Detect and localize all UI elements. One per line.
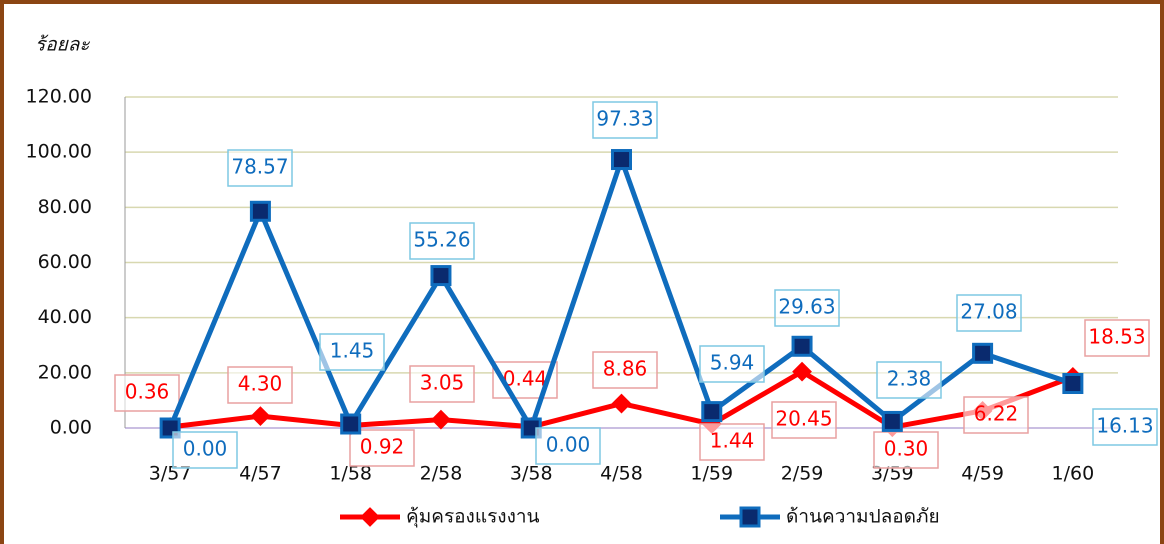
data-label: 97.33 — [596, 107, 653, 131]
x-tick-label: 2/59 — [781, 463, 824, 485]
x-tick-label: 4/57 — [239, 463, 282, 485]
data-label: 0.00 — [546, 433, 591, 457]
label-box — [409, 222, 475, 260]
data-label: 0.36 — [125, 380, 170, 404]
label-box — [319, 333, 385, 371]
label-box — [1084, 319, 1150, 357]
data-label: 29.63 — [778, 295, 835, 319]
data-label: 6.22 — [974, 402, 1019, 426]
legend-label: ด้านความปลอดภัย — [786, 506, 940, 528]
label-box — [227, 149, 293, 187]
label-box — [114, 374, 180, 412]
y-tick-label: 120.00 — [26, 86, 92, 108]
data-label: 27.08 — [960, 300, 1017, 324]
data-label: 2.38 — [887, 367, 932, 391]
data-label: 78.57 — [231, 155, 288, 179]
data-label: 1.45 — [330, 339, 375, 363]
y-tick-label: 80.00 — [38, 196, 92, 218]
y-tick-label: 60.00 — [38, 251, 92, 273]
marker — [1062, 373, 1084, 395]
data-label: 18.53 — [1088, 325, 1145, 349]
legend-label: คุ้มครองแรงงาน — [406, 506, 540, 529]
data-label: 8.86 — [603, 357, 648, 381]
label-box — [349, 429, 415, 467]
label-box — [1092, 408, 1158, 446]
label-box — [956, 294, 1022, 332]
data-label: 0.30 — [884, 437, 929, 461]
y-tick-label: 20.00 — [38, 361, 92, 383]
marker — [430, 265, 452, 287]
label-box — [774, 289, 840, 327]
legend-marker — [739, 506, 761, 528]
label-box — [699, 423, 765, 461]
label-box — [172, 431, 238, 469]
marker — [611, 149, 632, 171]
marker — [972, 342, 994, 364]
label-box — [963, 396, 1029, 434]
marker — [249, 200, 271, 222]
label-box — [535, 427, 601, 465]
y-axis-label: ร้อยละ — [35, 34, 90, 56]
marker — [250, 406, 271, 427]
x-tick-label: 1/58 — [329, 463, 372, 485]
marker — [792, 361, 812, 382]
data-label: 0.00 — [183, 437, 228, 461]
marker — [791, 335, 813, 357]
marker — [611, 393, 632, 414]
data-label: 16.13 — [1096, 414, 1153, 438]
y-tick-label: 100.00 — [26, 141, 92, 163]
label-box — [876, 361, 942, 399]
data-label: 3.05 — [420, 371, 465, 395]
label-box — [771, 401, 837, 439]
data-label: 20.45 — [775, 407, 832, 431]
label-box — [873, 431, 939, 469]
label-box — [699, 345, 765, 383]
label-box — [592, 101, 658, 139]
data-label: 0.92 — [360, 435, 405, 459]
legend-marker — [360, 507, 380, 527]
marker — [881, 410, 903, 432]
data-label: 4.30 — [238, 372, 283, 396]
marker — [701, 401, 723, 423]
x-tick-label: 3/58 — [510, 463, 553, 485]
y-tick-label: 40.00 — [38, 306, 92, 328]
data-label: 55.26 — [413, 228, 470, 252]
label-box — [409, 365, 475, 403]
marker — [431, 409, 451, 430]
data-label: 5.94 — [710, 351, 755, 375]
x-tick-label: 1/60 — [1052, 463, 1095, 485]
marker — [340, 413, 362, 435]
x-tick-label: 1/59 — [690, 463, 733, 485]
y-tick-label: 0.00 — [50, 417, 92, 439]
label-box — [592, 351, 658, 389]
x-tick-label: 4/59 — [961, 463, 1004, 485]
data-label: 1.44 — [710, 429, 755, 453]
label-box — [227, 366, 293, 404]
x-tick-label: 4/58 — [600, 463, 643, 485]
data-label: 0.44 — [503, 367, 548, 391]
x-tick-label: 2/58 — [420, 463, 463, 485]
